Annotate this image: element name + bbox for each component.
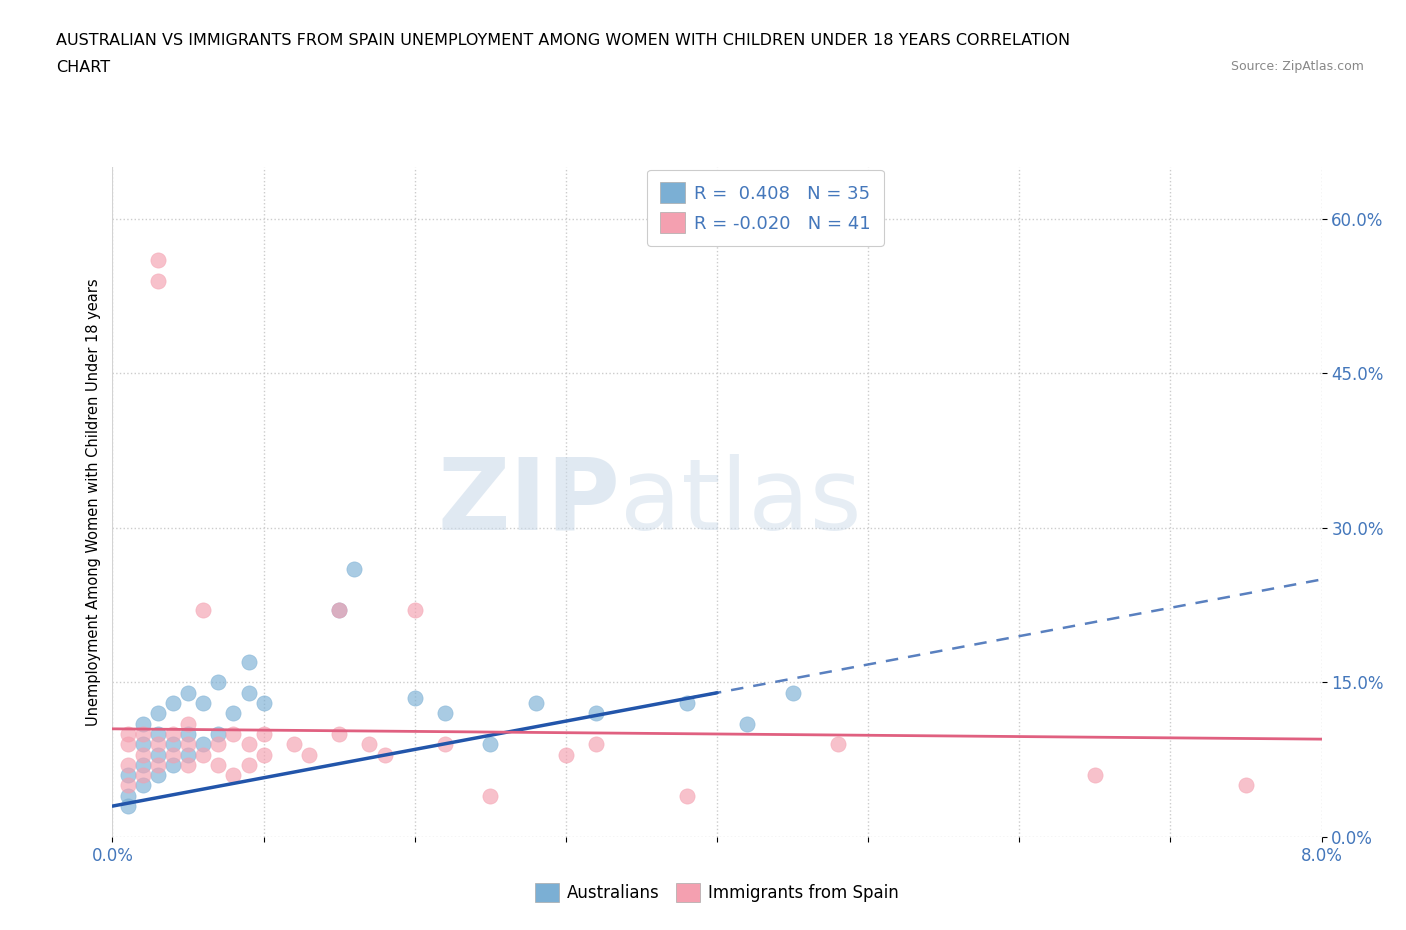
- Point: [177, 757, 200, 772]
- Point: [675, 696, 697, 711]
- Point: [328, 603, 350, 618]
- Point: [737, 716, 759, 731]
- Point: [117, 737, 139, 751]
- Point: [117, 757, 139, 772]
- Point: [146, 726, 169, 741]
- Point: [146, 757, 169, 772]
- Point: [827, 737, 849, 751]
- Point: [222, 726, 245, 741]
- Point: [343, 562, 366, 577]
- Point: [117, 726, 139, 741]
- Point: [359, 737, 381, 751]
- Point: [222, 706, 245, 721]
- Point: [253, 696, 276, 711]
- Point: [404, 690, 426, 705]
- Point: [238, 685, 260, 700]
- Text: Source: ZipAtlas.com: Source: ZipAtlas.com: [1230, 60, 1364, 73]
- Point: [238, 655, 260, 670]
- Point: [191, 747, 215, 762]
- Point: [162, 696, 184, 711]
- Point: [177, 737, 200, 751]
- Text: ZIP: ZIP: [437, 454, 620, 551]
- Point: [238, 757, 260, 772]
- Point: [675, 789, 697, 804]
- Text: atlas: atlas: [620, 454, 862, 551]
- Point: [117, 768, 139, 783]
- Point: [191, 603, 215, 618]
- Point: [132, 726, 155, 741]
- Point: [146, 253, 169, 268]
- Point: [433, 706, 456, 721]
- Point: [207, 675, 229, 690]
- Point: [162, 737, 184, 751]
- Legend: Australians, Immigrants from Spain: Australians, Immigrants from Spain: [529, 876, 905, 909]
- Point: [117, 778, 139, 793]
- Point: [177, 747, 200, 762]
- Point: [177, 685, 200, 700]
- Point: [132, 737, 155, 751]
- Point: [207, 726, 229, 741]
- Point: [177, 726, 200, 741]
- Point: [328, 603, 350, 618]
- Point: [146, 706, 169, 721]
- Point: [782, 685, 804, 700]
- Point: [132, 768, 155, 783]
- Point: [162, 747, 184, 762]
- Point: [162, 726, 184, 741]
- Point: [207, 757, 229, 772]
- Point: [238, 737, 260, 751]
- Point: [132, 716, 155, 731]
- Point: [1234, 778, 1257, 793]
- Text: AUSTRALIAN VS IMMIGRANTS FROM SPAIN UNEMPLOYMENT AMONG WOMEN WITH CHILDREN UNDER: AUSTRALIAN VS IMMIGRANTS FROM SPAIN UNEM…: [56, 33, 1070, 47]
- Point: [253, 747, 276, 762]
- Point: [373, 747, 396, 762]
- Point: [1084, 768, 1107, 783]
- Point: [132, 747, 155, 762]
- Point: [117, 799, 139, 814]
- Point: [207, 737, 229, 751]
- Point: [479, 737, 502, 751]
- Point: [191, 696, 215, 711]
- Point: [191, 737, 215, 751]
- Point: [162, 757, 184, 772]
- Point: [585, 737, 607, 751]
- Point: [253, 726, 276, 741]
- Point: [146, 768, 169, 783]
- Point: [524, 696, 547, 711]
- Point: [554, 747, 576, 762]
- Point: [146, 737, 169, 751]
- Point: [298, 747, 321, 762]
- Text: CHART: CHART: [56, 60, 110, 75]
- Point: [117, 789, 139, 804]
- Point: [479, 789, 502, 804]
- Point: [328, 726, 350, 741]
- Point: [585, 706, 607, 721]
- Point: [177, 716, 200, 731]
- Point: [146, 273, 169, 288]
- Point: [132, 757, 155, 772]
- Point: [146, 747, 169, 762]
- Point: [283, 737, 305, 751]
- Y-axis label: Unemployment Among Women with Children Under 18 years: Unemployment Among Women with Children U…: [86, 278, 101, 726]
- Point: [404, 603, 426, 618]
- Point: [433, 737, 456, 751]
- Point: [222, 768, 245, 783]
- Point: [132, 778, 155, 793]
